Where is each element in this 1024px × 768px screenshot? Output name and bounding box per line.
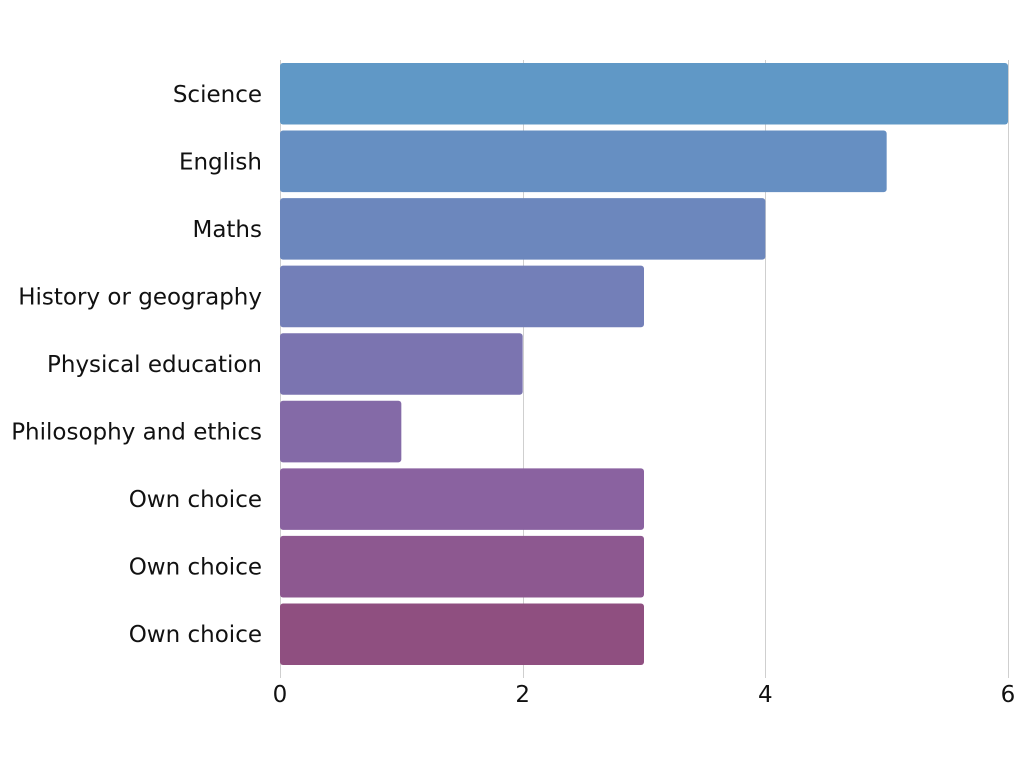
bar-7 (280, 535, 644, 598)
category-label-3: History or geography (18, 284, 262, 310)
bar-1 (280, 130, 887, 193)
bar-3 (280, 265, 644, 328)
category-labels: Science English Maths History or geography P… (11, 82, 262, 648)
category-label-7: Own choice (129, 555, 262, 581)
x-tick-label: 2 (515, 682, 530, 708)
bars (280, 63, 1008, 665)
bar-4 (280, 333, 523, 395)
bar-6 (280, 468, 644, 530)
bar-5 (280, 400, 402, 463)
category-label-4: Physical education (47, 352, 262, 378)
bar-8 (280, 603, 644, 665)
category-label-5: Philosophy and ethics (11, 420, 262, 446)
category-label-0: Science (173, 82, 262, 108)
category-label-1: English (179, 149, 262, 175)
category-label-2: Maths (192, 217, 262, 243)
category-label-6: Own choice (129, 487, 262, 513)
bar-2 (280, 198, 766, 260)
x-axis-ticks: 0 2 4 6 (273, 682, 1016, 708)
x-tick-label: 0 (273, 682, 288, 708)
category-label-8: Own choice (129, 622, 262, 648)
bar-0 (280, 63, 1008, 125)
x-tick-label: 4 (758, 682, 773, 708)
x-tick-label: 6 (1001, 682, 1016, 708)
